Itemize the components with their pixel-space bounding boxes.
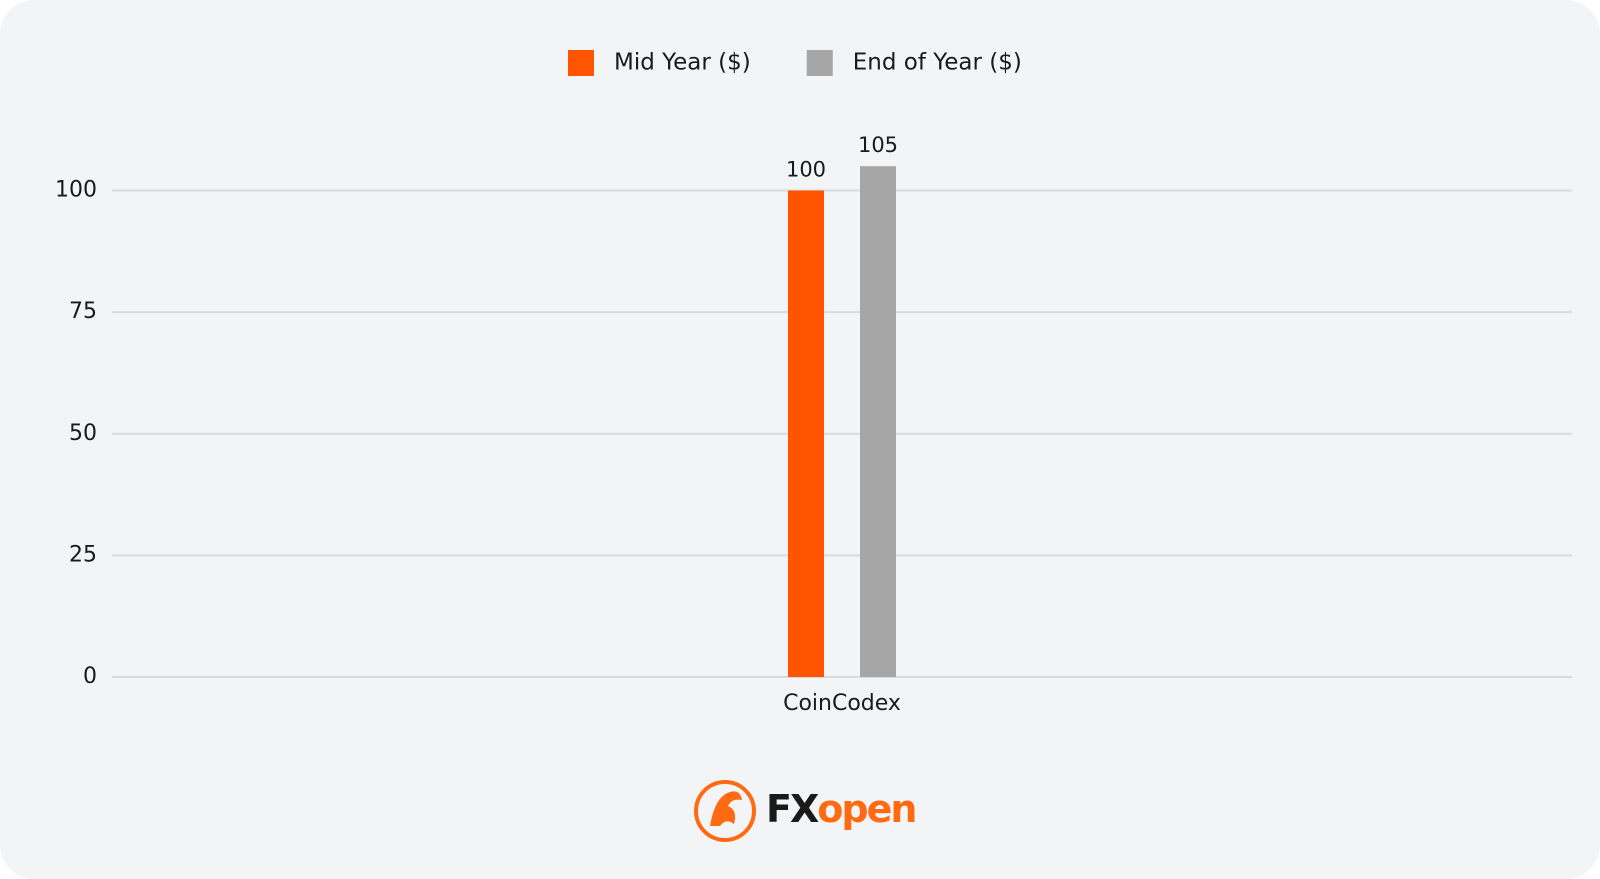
logo-emblem xyxy=(694,780,756,842)
logo-text-dark: FX xyxy=(766,787,819,831)
logo-text-orange: open xyxy=(817,787,915,831)
logo-text: FXopen xyxy=(766,787,915,831)
logo: FXopen xyxy=(694,780,917,842)
value-label: 105 xyxy=(858,133,898,157)
logo-emblem-figure xyxy=(710,791,742,826)
legend-label: Mid Year ($) xyxy=(614,50,751,76)
y-tick-label: 50 xyxy=(69,421,97,446)
y-tick-label: 25 xyxy=(69,542,97,567)
y-tick-label: 100 xyxy=(55,178,97,203)
legend-label: End of Year ($) xyxy=(853,50,1022,76)
y-tick-label: 75 xyxy=(69,299,97,324)
bar xyxy=(860,166,896,678)
bar xyxy=(788,190,824,677)
value-label: 100 xyxy=(786,158,826,182)
y-tick-label: 0 xyxy=(83,664,97,689)
x-tick-label: CoinCodex xyxy=(783,691,901,716)
legend-swatch xyxy=(806,50,833,76)
legend-swatch xyxy=(568,50,594,76)
